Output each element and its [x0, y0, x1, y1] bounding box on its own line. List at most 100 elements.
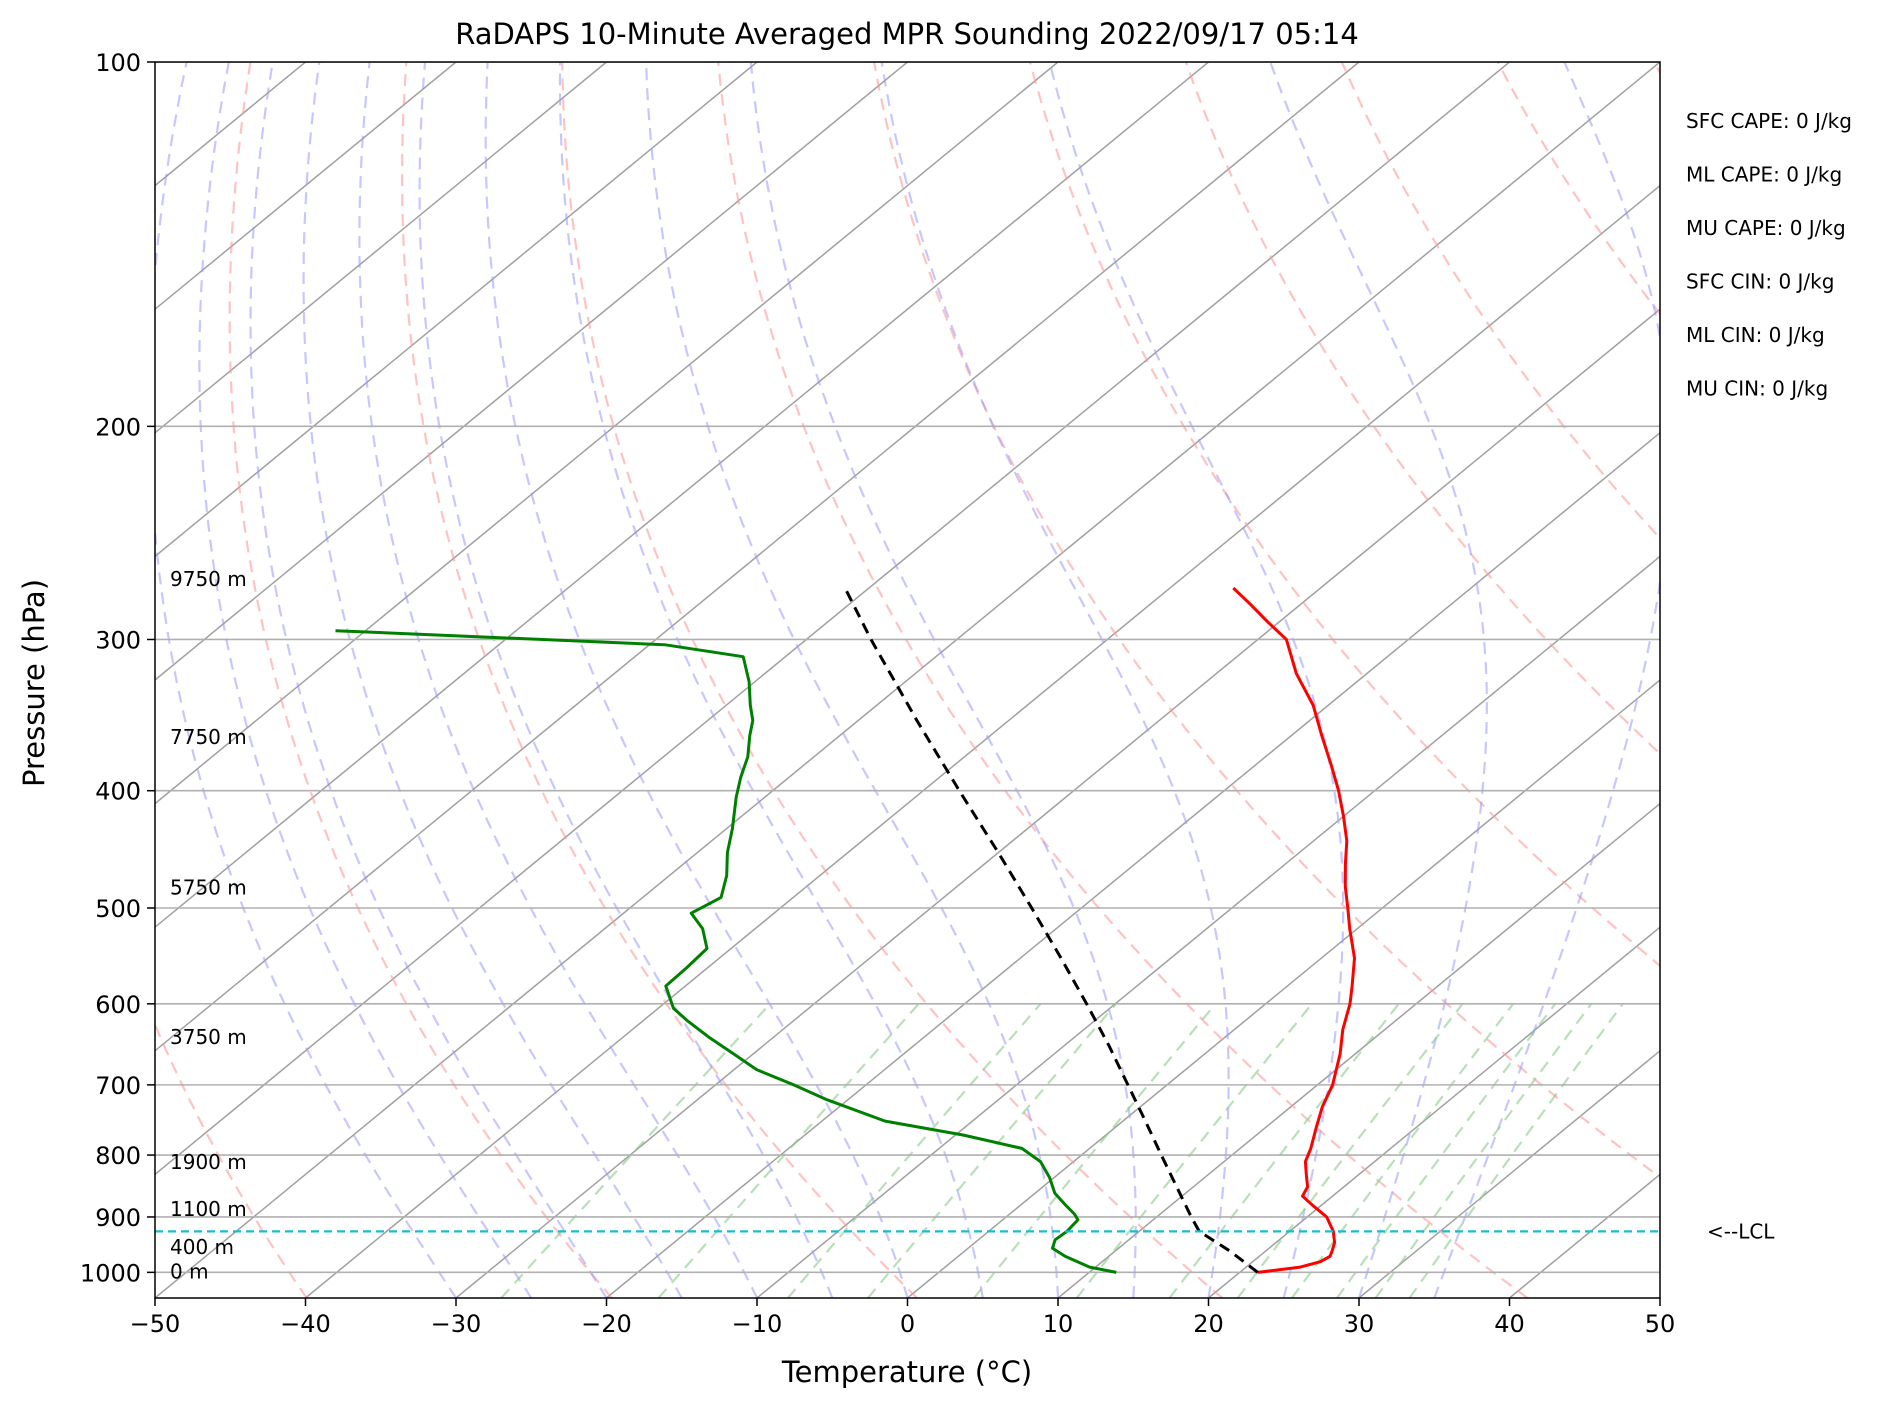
height-label: 400 m	[170, 1235, 234, 1259]
x-tick-label: 50	[1645, 1310, 1676, 1338]
temperature-profile	[1232, 586, 1356, 1274]
moist-adiabat-line	[1048, 62, 1345, 1298]
y-tick-label: 400	[95, 778, 141, 806]
mixing-ratio-line	[1408, 1003, 1624, 1298]
axes: −50 −40 −30 −20 −10 0 10 20 30 40 50 1000 900 800 700 6…	[80, 49, 1675, 1338]
x-tick-label: 10	[1043, 1310, 1074, 1338]
dry-adiabat-line	[1496, 62, 1660, 316]
height-label: 0 m	[170, 1259, 209, 1283]
moist-adiabat-line	[155, 62, 457, 1298]
moist-adiabat-line	[358, 62, 758, 1298]
y-tick-label: 1000	[80, 1259, 141, 1287]
dry-adiabat-line	[1810, 62, 1882, 1298]
height-label: 9750 m	[170, 567, 247, 591]
chart-title: RaDAPS 10-Minute Averaged MPR Sounding 2…	[455, 17, 1359, 51]
y-tick-label: 600	[95, 991, 141, 1019]
dry-adiabat-line	[1184, 62, 1660, 756]
isotherm-line	[756, 555, 1660, 1298]
mixing-ratio-line	[1236, 1003, 1464, 1298]
height-label: 3750 m	[170, 1025, 247, 1049]
mixing-ratio-line	[657, 1003, 920, 1298]
y-tick-label: 100	[95, 49, 141, 77]
y-tick-label: 200	[95, 413, 141, 441]
isotherm-line	[155, 62, 758, 558]
moist-adiabat-line	[1269, 62, 1488, 1298]
index-text: MU CIN: 0 J/kg	[1686, 377, 1828, 401]
mixing-ratio-line	[500, 1003, 771, 1298]
y-tick-label: 500	[95, 895, 141, 923]
isotherm-line	[606, 431, 1660, 1298]
dry-adiabat-line	[228, 62, 613, 1298]
isotherm-line	[155, 62, 1360, 1052]
background-lines	[0, 62, 1882, 1298]
isotherm-line	[1057, 802, 1660, 1298]
dry-adiabat-line	[1652, 62, 1660, 75]
moist-adiabat-line	[249, 62, 608, 1298]
x-tick-label: 0	[900, 1310, 915, 1338]
x-tick-label: −10	[732, 1310, 783, 1338]
dry-adiabat-line	[717, 62, 1529, 1298]
height-label: 5750 m	[170, 876, 247, 900]
moist-adiabat-line	[1433, 62, 1660, 1298]
x-tick-label: −30	[431, 1310, 482, 1338]
index-text: SFC CIN: 0 J/kg	[1686, 270, 1834, 294]
mixing-ratio-line	[1291, 1003, 1515, 1298]
height-label: 1100 m	[170, 1197, 247, 1221]
dry-adiabat-line	[0, 62, 2, 1298]
mixing-ratio-line	[867, 1003, 1117, 1298]
dry-adiabat-line	[873, 62, 1660, 1179]
dry-adiabat-line	[155, 1022, 308, 1298]
y-tick-label: 700	[95, 1072, 141, 1100]
lcl-label: <--LCL	[1707, 1219, 1775, 1243]
height-label: 1900 m	[170, 1150, 247, 1174]
mixing-ratio-line	[786, 1003, 1042, 1298]
isotherm-line	[1659, 1297, 1660, 1298]
mixing-ratio-line	[1336, 1003, 1557, 1298]
isotherm-line	[1208, 926, 1660, 1298]
y-tick-label: 800	[95, 1142, 141, 1170]
isotherm-line	[907, 679, 1660, 1298]
isotherm-line	[455, 308, 1660, 1298]
y-tick-label: 300	[95, 626, 141, 654]
x-tick-label: 30	[1344, 1310, 1375, 1338]
index-text: ML CIN: 0 J/kg	[1686, 323, 1825, 347]
isotherm-line	[155, 62, 1510, 1176]
x-tick-label: −40	[280, 1310, 331, 1338]
isotherm-line	[155, 62, 1059, 805]
isotherm-line	[1509, 1173, 1660, 1298]
parcel-profile	[843, 587, 1259, 1274]
isotherm-line	[155, 62, 457, 311]
y-tick-label: 900	[95, 1204, 141, 1232]
moist-adiabat-line	[558, 62, 984, 1298]
x-tick-label: 20	[1193, 1310, 1224, 1338]
x-tick-label: −20	[581, 1310, 632, 1338]
moist-adiabat-line	[198, 62, 533, 1298]
isotherm-line	[1358, 1049, 1660, 1298]
x-tick-label: −50	[130, 1310, 181, 1338]
moist-adiabat-line	[302, 62, 683, 1298]
dry-adiabat-line	[561, 62, 1224, 1298]
mixing-ratio-line	[1075, 1003, 1313, 1298]
moist-adiabat-line	[880, 62, 1230, 1298]
mixing-ratio-line	[1374, 1003, 1593, 1298]
isotherm-line	[155, 62, 908, 681]
dry-adiabat-line	[400, 62, 918, 1298]
height-label: 7750 m	[170, 725, 247, 749]
mixing-ratio-line	[973, 1003, 1217, 1298]
dry-adiabat-line	[1028, 62, 1660, 968]
isotherm-line	[155, 62, 607, 434]
moist-adiabat-line	[645, 62, 1060, 1298]
isotherm-line	[155, 62, 1660, 1298]
moist-adiabat-line	[749, 62, 1137, 1298]
mixing-ratio-line	[1168, 1003, 1400, 1298]
x-tick-label: 40	[1494, 1310, 1525, 1338]
isotherm-line	[155, 62, 1209, 929]
profile-series	[335, 586, 1356, 1274]
index-text: MU CAPE: 0 J/kg	[1686, 216, 1846, 240]
moist-adiabat-line	[484, 62, 909, 1298]
index-text: ML CAPE: 0 J/kg	[1686, 163, 1842, 187]
dewpoint-profile	[335, 629, 1117, 1274]
